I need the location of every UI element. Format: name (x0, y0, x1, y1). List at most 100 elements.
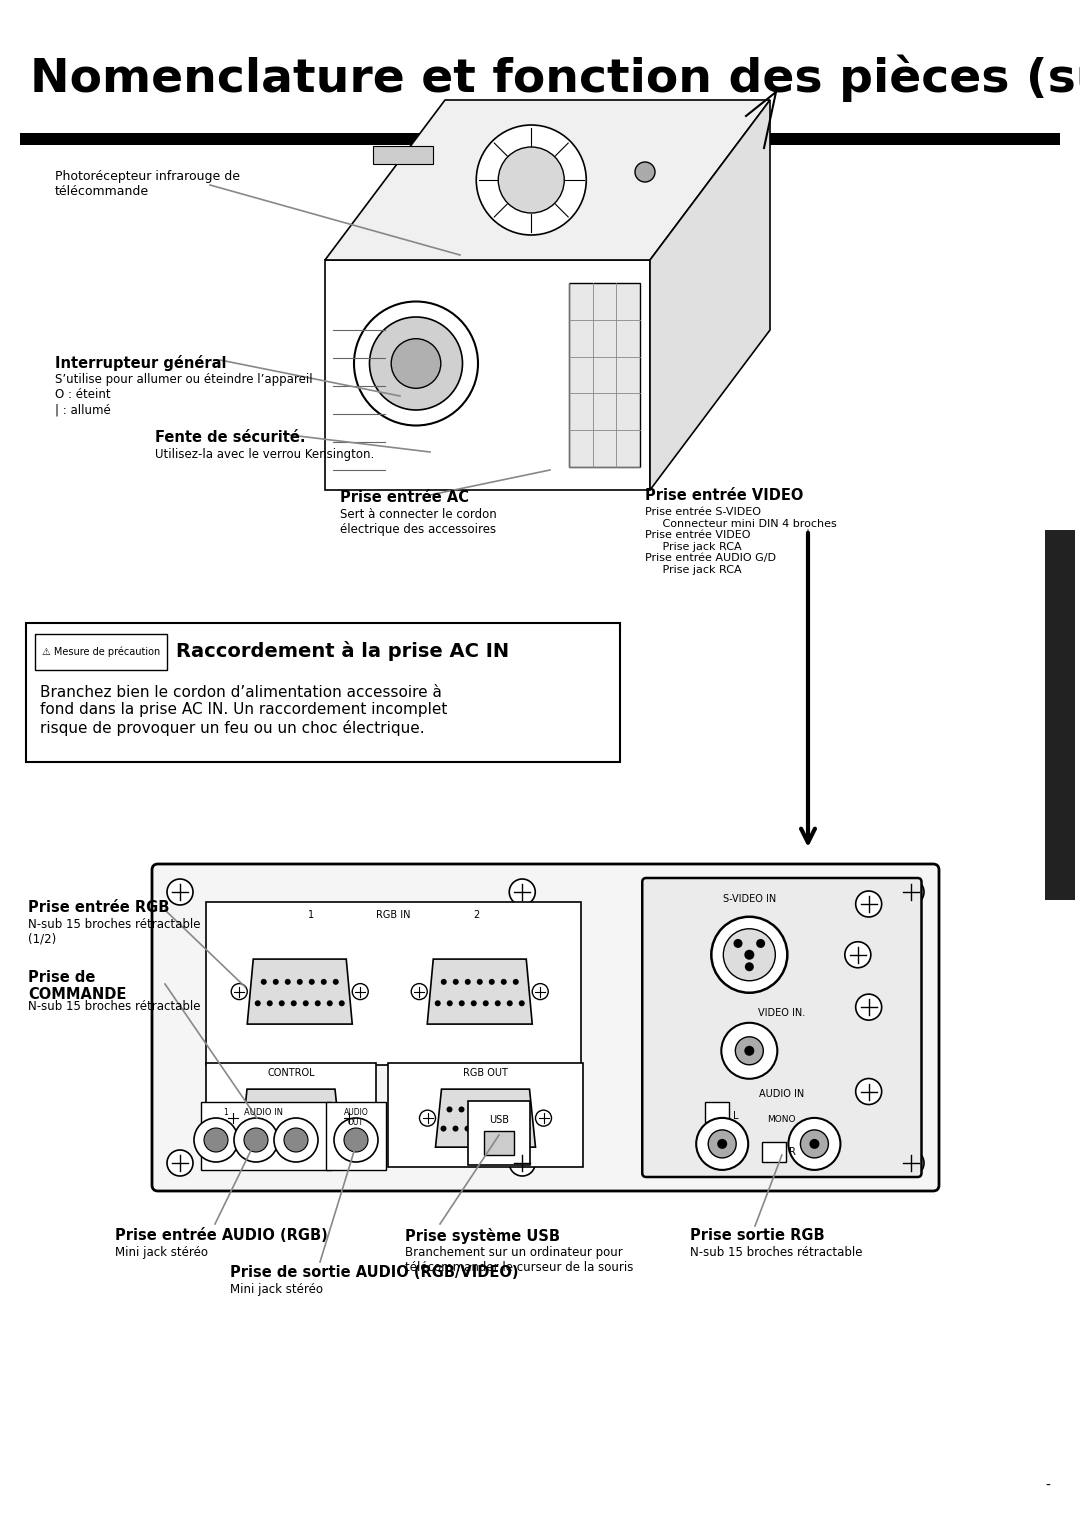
Circle shape (453, 979, 459, 986)
Circle shape (285, 979, 291, 986)
Text: RGB IN: RGB IN (376, 909, 410, 920)
Circle shape (204, 1128, 228, 1152)
Circle shape (288, 1106, 294, 1112)
Text: 2: 2 (473, 909, 480, 920)
Circle shape (495, 1001, 501, 1007)
Circle shape (488, 1126, 495, 1132)
Circle shape (459, 1001, 464, 1007)
Text: R: R (789, 1148, 796, 1157)
Text: S-VIDEO IN: S-VIDEO IN (723, 894, 775, 905)
Circle shape (735, 1038, 764, 1065)
Circle shape (845, 941, 870, 967)
Circle shape (532, 984, 549, 999)
Circle shape (744, 950, 754, 960)
Text: RGB OUT: RGB OUT (463, 1068, 508, 1079)
Circle shape (471, 1001, 476, 1007)
Text: Sert à connecter le cordon
électrique des accessoires: Sert à connecter le cordon électrique de… (340, 507, 497, 536)
Polygon shape (650, 99, 770, 490)
Circle shape (717, 1138, 727, 1149)
Text: CONTROL: CONTROL (267, 1068, 314, 1079)
FancyBboxPatch shape (152, 863, 939, 1190)
Text: Prise entrée S-VIDEO
     Connecteur mini DIN 4 broches
Prise entrée VIDEO
     : Prise entrée S-VIDEO Connecteur mini DIN… (645, 507, 837, 575)
Circle shape (513, 979, 518, 986)
Circle shape (507, 1106, 513, 1112)
Circle shape (339, 1001, 345, 1007)
Text: -: - (1045, 1479, 1050, 1493)
Circle shape (345, 1128, 368, 1152)
Circle shape (231, 984, 247, 999)
Circle shape (291, 1001, 297, 1007)
Text: N-sub 15 broches rétractable
(1/2): N-sub 15 broches rétractable (1/2) (28, 918, 201, 946)
Text: Prise entrée RGB: Prise entrée RGB (28, 900, 170, 915)
Text: Photorécepteur infrarouge de
télécommande: Photorécepteur infrarouge de télécommand… (55, 170, 240, 199)
Circle shape (525, 1126, 530, 1132)
Bar (569, 283, 640, 468)
Circle shape (309, 979, 314, 986)
Circle shape (300, 1106, 306, 1112)
Text: N-sub 15 broches rétractable: N-sub 15 broches rétractable (690, 1245, 863, 1259)
Bar (326, 1102, 386, 1170)
Circle shape (314, 1001, 321, 1007)
Text: Nomenclature et fonction des pièces (suite): Nomenclature et fonction des pièces (sui… (30, 55, 1080, 102)
Circle shape (724, 929, 775, 981)
Text: Prise de
COMMANDE: Prise de COMMANDE (28, 970, 126, 1002)
Polygon shape (241, 1089, 341, 1148)
Circle shape (284, 1128, 308, 1152)
Circle shape (167, 1151, 193, 1177)
Text: Prise système USB: Prise système USB (405, 1229, 561, 1244)
Circle shape (369, 316, 462, 410)
Circle shape (501, 979, 507, 986)
Circle shape (500, 1126, 507, 1132)
Circle shape (333, 979, 339, 986)
Circle shape (855, 995, 881, 1021)
Circle shape (264, 1106, 270, 1112)
Circle shape (258, 1126, 264, 1132)
Text: ⚠ Mesure de précaution: ⚠ Mesure de précaution (42, 646, 160, 657)
Circle shape (327, 1001, 333, 1007)
Text: 1: 1 (224, 1108, 228, 1117)
Bar (201, 1102, 330, 1170)
Circle shape (419, 1111, 435, 1126)
Circle shape (318, 1126, 324, 1132)
Circle shape (464, 1126, 471, 1132)
Circle shape (244, 1128, 268, 1152)
Circle shape (464, 979, 471, 986)
Circle shape (411, 984, 428, 999)
Circle shape (809, 1138, 820, 1149)
Polygon shape (325, 260, 650, 490)
Circle shape (354, 301, 478, 425)
Text: Mini jack stéréo: Mini jack stéréo (114, 1245, 208, 1259)
Circle shape (635, 162, 654, 182)
Circle shape (745, 963, 754, 972)
Circle shape (246, 1126, 252, 1132)
Text: Mini jack stéréo: Mini jack stéréo (230, 1284, 323, 1296)
Polygon shape (247, 960, 352, 1024)
Circle shape (225, 1111, 241, 1126)
Circle shape (447, 1001, 453, 1007)
Circle shape (712, 917, 787, 993)
Circle shape (453, 1126, 459, 1132)
Text: Raccordement à la prise AC IN: Raccordement à la prise AC IN (176, 642, 509, 662)
Circle shape (510, 1151, 536, 1177)
Text: AUDIO
OUT: AUDIO OUT (343, 1108, 368, 1128)
Circle shape (518, 1001, 525, 1007)
Circle shape (302, 1001, 309, 1007)
Text: N-sub 15 broches rétractable: N-sub 15 broches rétractable (28, 999, 201, 1013)
Circle shape (194, 1118, 238, 1161)
Circle shape (733, 938, 743, 947)
FancyBboxPatch shape (705, 1102, 729, 1122)
Text: USB: USB (489, 1115, 509, 1125)
Bar (21, 133, 1059, 145)
Text: Fente de sécurité.: Fente de sécurité. (156, 429, 306, 445)
Circle shape (441, 1126, 446, 1132)
Circle shape (297, 979, 302, 986)
Circle shape (788, 1118, 840, 1170)
Bar (484, 1131, 514, 1155)
Circle shape (459, 1106, 464, 1112)
Circle shape (341, 1111, 357, 1126)
Circle shape (441, 979, 447, 986)
Bar (1045, 530, 1075, 900)
Text: S’utilise pour allumer ou éteindre l’appareil
O : éteint
| : allumé: S’utilise pour allumer ou éteindre l’app… (55, 373, 312, 416)
Text: Branchement sur un ordinateur pour
télécommander le curseur de la souris: Branchement sur un ordinateur pour téléc… (405, 1245, 633, 1274)
Circle shape (476, 1126, 483, 1132)
